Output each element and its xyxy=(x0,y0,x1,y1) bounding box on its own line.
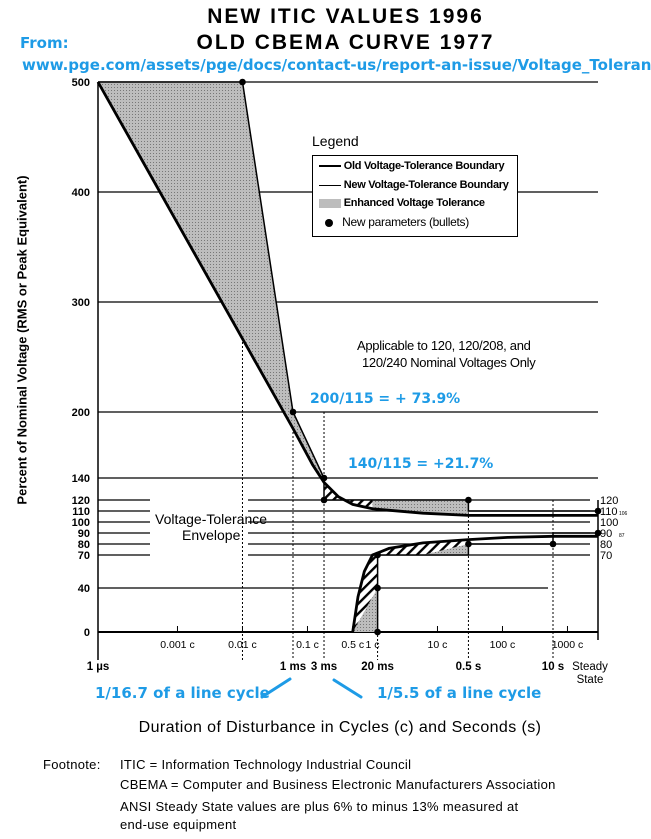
y-tick-label: 110 xyxy=(72,506,90,518)
legend-item-enhanced: Enhanced Voltage Tolerance xyxy=(319,197,485,209)
cycle-3ms-annotation: 1/5.5 of a line cycle xyxy=(377,684,542,702)
legend-label: New parameters (bullets) xyxy=(342,215,469,229)
new-parameter-bullet xyxy=(465,540,472,548)
envelope-label-2: Envelope xyxy=(182,527,241,543)
time-tick-label: State xyxy=(577,674,604,686)
legend-label: New Voltage-Tolerance Boundary xyxy=(343,179,509,191)
right-tick-label: 120 xyxy=(600,495,618,507)
cycle-tick-label: 100 c xyxy=(490,639,516,651)
y-axis-label: Percent of Nominal Voltage (RMS or Peak … xyxy=(14,175,30,505)
time-tick-label: 1 ms xyxy=(280,661,306,673)
footnote-line3: ANSI Steady State values are plus 6% to … xyxy=(120,799,519,814)
enhanced-tolerance-region xyxy=(352,500,469,516)
right-tick-label: 70 xyxy=(600,550,612,562)
enhanced-swatch xyxy=(319,198,341,208)
y-tick-label: 200 xyxy=(72,407,90,419)
time-tick-label: Steady xyxy=(572,661,608,673)
cycle-1ms-annotation: 1/16.7 of a line cycle xyxy=(95,684,270,702)
footnote-line4: end-use equipment xyxy=(120,817,237,832)
y-tick-label: 300 xyxy=(72,297,90,309)
right-tick-label: 100 xyxy=(600,517,618,529)
right-tick-sublabel: 106 xyxy=(619,511,628,517)
cycle-tick-label: 1 c xyxy=(365,639,379,651)
legend-item-new: New Voltage-Tolerance Boundary xyxy=(319,179,509,191)
ratio-140-annotation: 140/115 = +21.7% xyxy=(348,456,494,472)
time-tick-label: 10 s xyxy=(542,661,564,673)
new-parameter-bullet xyxy=(549,540,557,548)
y-tick-label: 400 xyxy=(72,187,90,199)
new-parameter-bullet xyxy=(594,529,602,537)
new-parameter-bullet xyxy=(594,507,602,515)
chart-title-line1: NEW ITIC VALUES 1996 xyxy=(207,5,484,28)
legend-box: Old Voltage-Tolerance Boundary New Volta… xyxy=(312,155,518,237)
enhanced-tolerance-region xyxy=(423,544,469,555)
new-parameter-bullet xyxy=(465,496,472,504)
new-boundary-swatch xyxy=(319,184,341,186)
cycle-tick-label: 0.5 c xyxy=(341,639,364,651)
new-parameter-bullet xyxy=(289,408,297,416)
right-tick-sublabel: 87 xyxy=(619,533,625,539)
x-axis-label: Duration of Disturbance in Cycles (c) an… xyxy=(138,719,542,736)
cycle-tick-label: 10 c xyxy=(428,639,448,651)
applicable-note-1: Applicable to 120, 120/208, and xyxy=(357,338,531,353)
y-tick-label: 90 xyxy=(78,528,90,540)
legend-label: Old Voltage-Tolerance Boundary xyxy=(343,160,505,172)
right-tick-label: 90 xyxy=(600,528,612,540)
applicable-note-2: 120/240 Nominal Voltages Only xyxy=(362,355,536,370)
new-parameter-bullet xyxy=(374,584,381,592)
y-tick-label: 100 xyxy=(72,517,90,529)
legend-label: Enhanced Voltage Tolerance xyxy=(343,197,485,209)
y-tick-label: 0 xyxy=(84,627,90,639)
time-tick-label: 0.5 s xyxy=(456,661,482,673)
right-tick-label: 110 xyxy=(600,506,618,518)
right-tick-label: 80 xyxy=(600,539,612,551)
new-boundary-line xyxy=(98,81,598,512)
old-boundary-line xyxy=(96,81,598,517)
footnote-label: Footnote: xyxy=(43,757,101,772)
time-tick-label: 3 ms xyxy=(311,661,337,673)
ratio-200-annotation: 200/115 = + 73.9% xyxy=(310,391,461,407)
source-url[interactable]: www.pge.com/assets/pge/docs/contact-us/r… xyxy=(22,56,651,74)
y-tick-label: 40 xyxy=(78,583,90,595)
y-tick-label: 80 xyxy=(78,539,90,551)
legend-title: Legend xyxy=(312,133,359,149)
footnote-line2: CBEMA = Computer and Business Electronic… xyxy=(120,777,556,792)
legend-item-old: Old Voltage-Tolerance Boundary xyxy=(319,160,505,172)
cycle-tick-label: 0.01 c xyxy=(228,639,257,651)
new-parameter-bullet xyxy=(320,496,328,504)
y-tick-label: 120 xyxy=(72,495,90,507)
annotation-pointer xyxy=(260,677,292,699)
time-tick-label: 1 µs xyxy=(87,661,110,673)
envelope-label-1: Voltage-Tolerance xyxy=(155,511,268,527)
y-tick-label: 70 xyxy=(78,550,90,562)
new-parameter-bullet xyxy=(374,628,381,636)
annotation-pointer xyxy=(332,678,363,699)
old-boundary-swatch xyxy=(319,165,341,168)
legend-item-bullets: New parameters (bullets) xyxy=(325,215,469,229)
enhanced-tolerance-region xyxy=(352,588,378,632)
y-tick-label: 140 xyxy=(72,473,90,485)
old-boundary-line xyxy=(351,534,598,633)
bullet-swatch xyxy=(325,218,333,227)
footnote-line1: ITIC = Information Technology Industrial… xyxy=(120,757,412,772)
from-label: From: xyxy=(20,34,69,52)
new-parameter-bullet xyxy=(320,474,328,482)
y-tick-label: 500 xyxy=(72,77,90,89)
new-parameter-bullet xyxy=(239,78,246,86)
cycle-tick-label: 1000 c xyxy=(552,639,584,651)
cycle-tick-label: 0.1 c xyxy=(296,639,319,651)
cycle-tick-label: 0.001 c xyxy=(160,639,194,651)
time-tick-label: 20 ms xyxy=(361,661,394,673)
old-only-region xyxy=(324,482,373,509)
new-parameter-bullet xyxy=(374,551,381,559)
chart-title-line2: OLD CBEMA CURVE 1977 xyxy=(196,31,495,54)
